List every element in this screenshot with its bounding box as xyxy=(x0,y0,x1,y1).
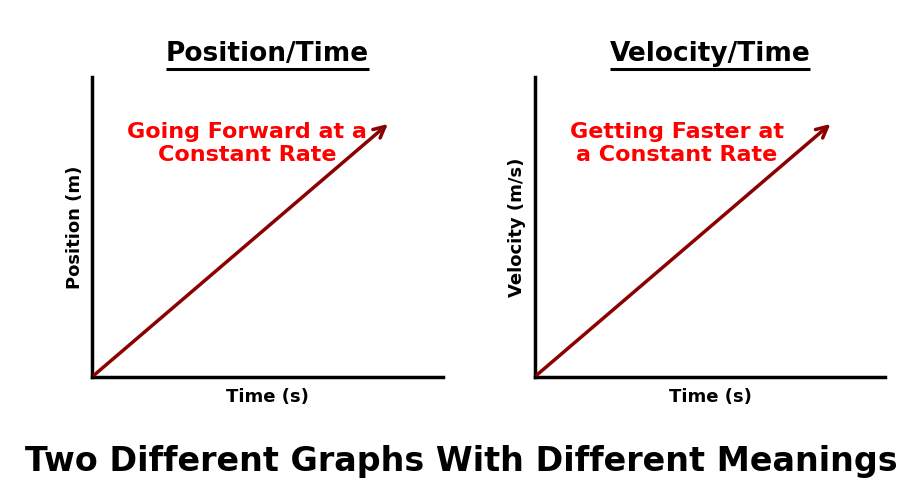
X-axis label: Time (s): Time (s) xyxy=(226,388,309,406)
Y-axis label: Position (m): Position (m) xyxy=(65,165,84,289)
Text: Going Forward at a
Constant Rate: Going Forward at a Constant Rate xyxy=(127,122,367,165)
Text: Two Different Graphs With Different Meanings: Two Different Graphs With Different Mean… xyxy=(25,445,897,478)
X-axis label: Time (s): Time (s) xyxy=(668,388,751,406)
Y-axis label: Velocity (m/s): Velocity (m/s) xyxy=(508,157,526,297)
Text: Getting Faster at
a Constant Rate: Getting Faster at a Constant Rate xyxy=(570,122,784,165)
Title: Position/Time: Position/Time xyxy=(166,41,369,67)
Title: Velocity/Time: Velocity/Time xyxy=(609,41,810,67)
